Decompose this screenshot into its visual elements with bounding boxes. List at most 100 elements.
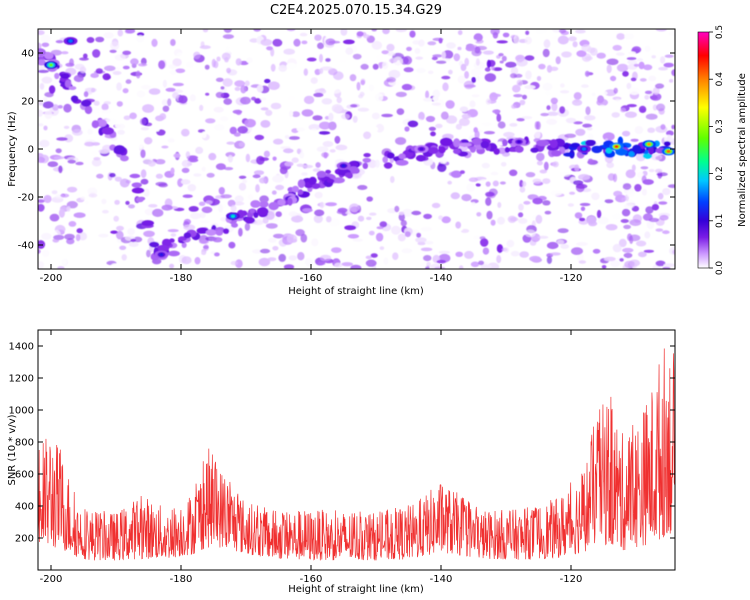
spectral-cell <box>457 46 462 51</box>
spectral-cell <box>278 253 287 262</box>
spectral-cell <box>435 123 443 129</box>
spectral-cell <box>497 202 502 208</box>
spectral-cell <box>581 84 589 88</box>
spectral-cell <box>499 60 504 64</box>
spectral-cell <box>264 78 271 84</box>
spectral-cell <box>352 53 362 60</box>
spectral-cell <box>395 91 407 98</box>
spectral-cell <box>388 69 401 79</box>
spectral-cell <box>63 103 72 113</box>
spectral-cell <box>69 58 74 66</box>
y-tick-label: 1000 <box>9 406 34 417</box>
spectral-cell <box>506 239 515 248</box>
spectral-cell <box>499 181 506 185</box>
spectral-cell <box>469 100 476 108</box>
spectral-cell <box>60 193 70 198</box>
spectral-cell <box>446 42 456 49</box>
spectral-cell <box>101 103 109 111</box>
spectral-cell <box>284 135 290 139</box>
spectral-cell <box>119 178 130 188</box>
spectral-cell <box>419 261 429 268</box>
spectral-cell <box>475 183 481 187</box>
spectral-cell <box>482 247 490 255</box>
spectral-cell <box>83 53 88 59</box>
spectral-cell <box>78 232 88 241</box>
spectral-cell <box>624 260 635 269</box>
spectral-cell <box>518 217 528 224</box>
spectral-cell <box>619 258 624 262</box>
spectral-cell <box>620 219 629 223</box>
spectral-cell <box>398 213 405 222</box>
spectral-cell <box>389 58 398 63</box>
spectral-cell <box>480 238 489 247</box>
peak-core <box>517 140 521 144</box>
spectral-cell <box>218 204 224 213</box>
spectral-cell <box>299 32 308 37</box>
spectral-cell <box>234 80 246 87</box>
ridge-cell <box>480 141 490 149</box>
x-tick-label: -160 <box>300 574 323 585</box>
spectral-cell <box>201 131 207 139</box>
spectral-cell <box>460 228 470 233</box>
spectral-cell <box>216 56 221 62</box>
ridge-cell <box>120 155 129 162</box>
spectral-cell <box>519 99 526 106</box>
spectral-cell <box>655 29 667 32</box>
spectral-cell <box>542 48 550 58</box>
spectrogram-y-label: Frequency (Hz) <box>7 111 18 187</box>
spectral-cell <box>604 256 616 262</box>
spectral-cell <box>288 110 294 118</box>
spectral-cell <box>372 63 379 70</box>
spectral-cell <box>67 159 76 164</box>
spectral-cell <box>259 177 267 184</box>
spectral-cell <box>431 56 438 61</box>
spectral-cell <box>392 252 399 260</box>
spectral-cell <box>140 149 146 158</box>
spectral-cell <box>590 47 598 56</box>
spectral-cell <box>587 158 594 164</box>
spectral-cell <box>291 215 304 223</box>
spectral-cell <box>381 50 389 55</box>
spectral-cell <box>576 253 585 262</box>
spectral-cell <box>206 172 215 178</box>
spectral-cell <box>631 121 637 127</box>
spectral-cell <box>339 59 347 63</box>
spectral-cell <box>342 29 347 32</box>
ridge-cell <box>297 179 306 189</box>
spectral-cell <box>240 85 247 94</box>
spectral-cell <box>42 249 50 257</box>
y-tick-label: 0 <box>28 145 34 156</box>
spectral-cell <box>234 195 244 203</box>
spectral-cell <box>575 29 586 34</box>
spectral-cell <box>628 234 641 242</box>
ridge-cell <box>250 200 261 208</box>
spectral-cell <box>542 200 551 206</box>
spectral-cell <box>525 70 532 80</box>
snr-frame <box>37 329 676 571</box>
spectral-cell <box>41 76 53 84</box>
spectral-cell <box>523 200 531 205</box>
spectral-cell <box>181 256 192 265</box>
spectral-cell <box>349 203 360 213</box>
spectral-cell <box>313 92 324 98</box>
spectral-cell <box>158 60 166 70</box>
spectral-cell <box>303 68 308 76</box>
spectral-cell <box>123 115 131 121</box>
ridge-cell <box>344 172 353 178</box>
spectral-cell <box>634 184 642 192</box>
spectral-cell <box>387 51 396 56</box>
snr-x-axis: -200 -180 -160 -140 -120 <box>40 330 582 585</box>
spectral-cell <box>301 164 313 169</box>
spectral-cell <box>662 188 671 196</box>
spectral-cell <box>329 149 336 153</box>
ridge-cell <box>415 154 426 162</box>
spectral-cell <box>75 161 84 166</box>
spectral-cell <box>286 62 298 70</box>
spectral-cell <box>667 184 675 188</box>
spectral-cell <box>170 167 175 175</box>
spectral-cell <box>72 129 83 136</box>
spectral-cell <box>270 102 282 110</box>
spectral-cell <box>116 230 124 240</box>
spectral-cell <box>557 228 569 234</box>
spectral-cell <box>640 108 646 113</box>
